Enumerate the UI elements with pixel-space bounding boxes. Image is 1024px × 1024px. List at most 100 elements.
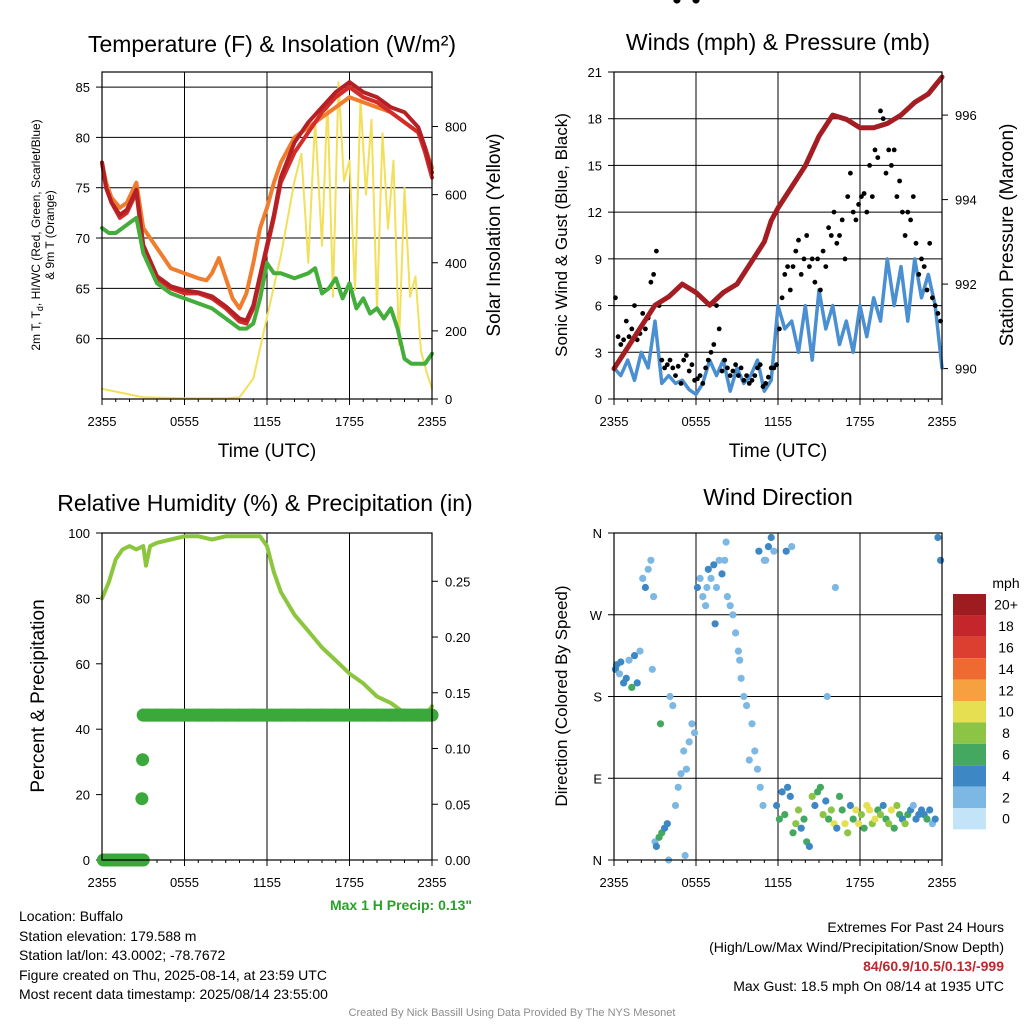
dir-point bbox=[669, 702, 677, 710]
temp-border bbox=[101, 71, 433, 400]
dir-point bbox=[789, 829, 797, 837]
station-info: Location: Buffalo Station elevation: 179… bbox=[19, 907, 328, 1005]
legend-label: 0 bbox=[1002, 811, 1010, 827]
wind-gust-point bbox=[708, 349, 714, 355]
wind-xlabel: Time (UTC) bbox=[729, 441, 828, 462]
dir-point bbox=[647, 556, 655, 564]
dir-point bbox=[677, 770, 685, 778]
rh-y2tick-label: 0.05 bbox=[445, 797, 470, 812]
dir-point bbox=[782, 547, 790, 555]
dir-ylabel: Direction (Colored By Speed) bbox=[552, 585, 571, 806]
dir-xtick-label: 1755 bbox=[846, 875, 875, 890]
dir-point bbox=[823, 692, 831, 701]
wind-y2tick-label: 996 bbox=[955, 108, 977, 123]
wind-gust-point bbox=[916, 272, 922, 277]
dir-point bbox=[737, 674, 745, 682]
temp-xtick-label: 1155 bbox=[253, 414, 281, 429]
temp-xtick-label: 2355 bbox=[418, 414, 447, 429]
temp-ytick-label: 85 bbox=[76, 80, 90, 95]
dir-point bbox=[931, 815, 939, 823]
wind-gust-point bbox=[738, 365, 744, 371]
wind-gust-point bbox=[910, 194, 916, 200]
wind-ytick-label: 15 bbox=[588, 158, 602, 173]
wind-gust-point bbox=[714, 303, 719, 308]
dir-point bbox=[876, 811, 885, 819]
dir-point bbox=[767, 533, 775, 542]
dir-point bbox=[800, 815, 808, 823]
dir-point bbox=[625, 656, 633, 664]
dir-ytick-label: E bbox=[593, 771, 602, 786]
wind-gust-point bbox=[856, 202, 861, 207]
wind-gust-point bbox=[875, 155, 881, 161]
dir-point bbox=[736, 656, 744, 664]
dir-point bbox=[794, 806, 803, 814]
wind-gust-point bbox=[826, 225, 831, 231]
wind-gust-point bbox=[828, 233, 834, 238]
dir-point bbox=[852, 806, 860, 814]
extremes-values: 84/60.9/10.5/0.13/-999 bbox=[863, 958, 1004, 974]
dir-point bbox=[831, 583, 840, 592]
dir-point bbox=[748, 720, 756, 728]
wind-gust-point bbox=[932, 303, 938, 308]
temp-yaxis-right: 0 200 400 600 800 bbox=[432, 120, 467, 407]
dir-ytick-label: W bbox=[590, 608, 603, 623]
legend-swatch bbox=[953, 765, 986, 787]
dir-ytick-label: N bbox=[593, 526, 602, 541]
dir-point bbox=[656, 720, 665, 728]
dir-point bbox=[811, 801, 819, 810]
rh-ytick-label: 20 bbox=[76, 788, 90, 803]
dir-title: Wind Direction bbox=[703, 484, 853, 510]
wind-gust-point bbox=[905, 209, 911, 215]
wind-gust-point bbox=[684, 353, 689, 358]
wind-gust-point bbox=[654, 248, 659, 254]
wind-gust-point bbox=[640, 311, 646, 316]
temp-xlabel: Time (UTC) bbox=[218, 441, 317, 462]
dir-point bbox=[712, 583, 721, 592]
dir-point bbox=[680, 747, 688, 755]
wind-gust-point bbox=[662, 365, 667, 371]
temp-y2label: Solar Insolation (Yellow) bbox=[484, 133, 505, 336]
wind-gust-point bbox=[930, 295, 935, 301]
dir-point bbox=[759, 801, 767, 810]
legend-swatch bbox=[953, 743, 986, 766]
dir-point bbox=[827, 806, 835, 814]
wind-gust-point bbox=[760, 384, 766, 389]
credit-text: Created By Nick Bassill Using Data Provi… bbox=[348, 1007, 676, 1019]
wind-gust-point bbox=[919, 256, 924, 262]
dir-point bbox=[702, 602, 710, 610]
dir-ytick-label: S bbox=[593, 690, 602, 705]
dir-xtick-label: 1155 bbox=[764, 875, 792, 890]
dir-point bbox=[764, 543, 773, 551]
rh-y2tick-label: 0.25 bbox=[445, 574, 470, 589]
dir-point bbox=[909, 801, 917, 810]
dir-point bbox=[756, 783, 764, 791]
wind-gust-point bbox=[900, 209, 905, 215]
wind-gust-point bbox=[711, 342, 717, 347]
wind-gust-point bbox=[725, 365, 730, 371]
dir-point bbox=[715, 556, 723, 564]
rh-xtick-label: 2355 bbox=[418, 875, 447, 890]
wind-gust-point bbox=[763, 381, 769, 386]
dir-point bbox=[751, 747, 759, 755]
wind-gust-point bbox=[897, 178, 902, 184]
temp-y2tick-label: 800 bbox=[445, 120, 467, 135]
wind-gust-point bbox=[766, 374, 771, 380]
temp-ylabel: 2m T, Td, HI/WC (Red, Green, Scarlet/Blu… bbox=[29, 119, 57, 350]
wind-gust-point bbox=[700, 381, 706, 386]
legend-swatch bbox=[953, 786, 986, 808]
dir-point bbox=[781, 811, 789, 819]
dir-point bbox=[786, 792, 794, 801]
wind-gust-point bbox=[689, 362, 695, 368]
dir-point bbox=[726, 602, 734, 610]
wind-gust-point bbox=[618, 342, 624, 347]
temp-ytick-label: 70 bbox=[76, 231, 90, 246]
dir-point bbox=[755, 547, 763, 555]
wind-gust-point bbox=[716, 326, 722, 332]
legend-label: 10 bbox=[998, 704, 1014, 720]
dir-point bbox=[704, 565, 712, 573]
wind-gust-point bbox=[697, 373, 703, 378]
wind-gust-point bbox=[927, 240, 933, 246]
wind-ylabel: Sonic Wind & Gust (Blue, Black) bbox=[552, 113, 571, 357]
dir-point bbox=[699, 593, 707, 601]
